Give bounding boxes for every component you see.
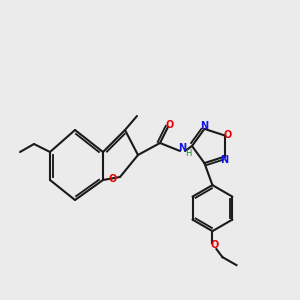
- Text: O: O: [109, 174, 117, 184]
- Text: O: O: [166, 120, 174, 130]
- Text: O: O: [224, 130, 232, 140]
- Text: N: N: [178, 143, 186, 153]
- Text: N: N: [220, 154, 229, 165]
- Text: O: O: [210, 240, 219, 250]
- Text: H: H: [185, 149, 191, 158]
- Text: N: N: [200, 121, 208, 131]
